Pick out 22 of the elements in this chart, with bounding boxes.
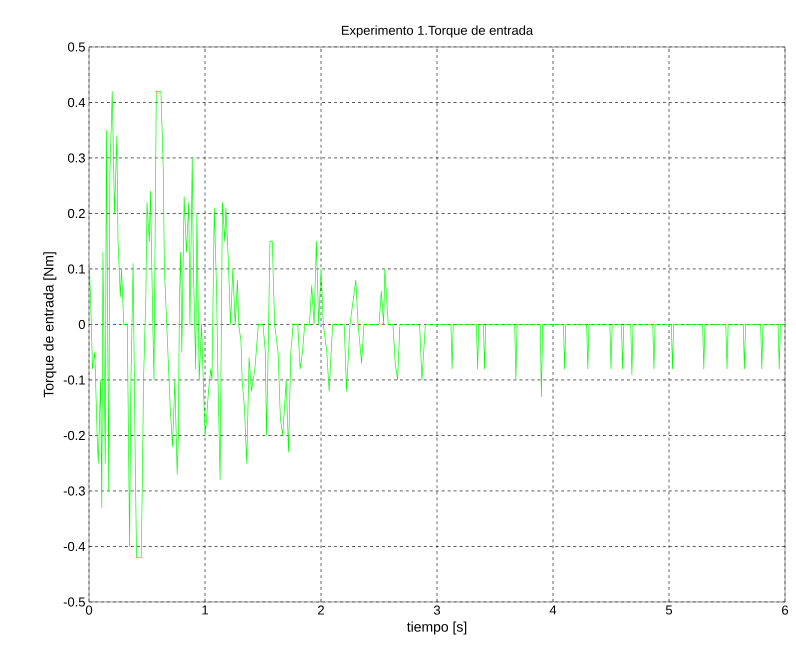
y-tick-label: 0.4 xyxy=(68,98,86,108)
x-tick-label: 2 xyxy=(318,606,324,615)
y-tick-label: 0.2 xyxy=(68,208,85,218)
y-tick-label: 0.3 xyxy=(68,153,85,163)
chart-title: Experimento 1.Torque de entrada xyxy=(342,25,534,38)
y-tick-label: 0.5 xyxy=(68,42,85,52)
y-tick-label: 0 xyxy=(78,320,85,330)
x-tick-label: 1 xyxy=(202,606,208,614)
x-tick-label: 4 xyxy=(550,606,556,614)
y-axis-title: Torque de entrada [Nm] xyxy=(43,252,56,398)
x-tick-label: 3 xyxy=(434,606,440,615)
x-tick-label: 6 xyxy=(782,606,788,615)
line-series xyxy=(89,91,786,558)
x-tick-label: 0 xyxy=(86,606,92,615)
x-tick-label: 5 xyxy=(666,606,672,615)
x-axis-title: tiempo [s] xyxy=(406,622,466,635)
y-tick-label: -0.3 xyxy=(64,486,85,496)
y-tick-label: -0.5 xyxy=(64,597,85,607)
y-tick-label: -0.1 xyxy=(64,375,85,385)
y-tick-label: 0.1 xyxy=(68,264,85,274)
y-tick-label: -0.2 xyxy=(64,430,85,440)
y-tick-label: -0.4 xyxy=(64,542,86,552)
